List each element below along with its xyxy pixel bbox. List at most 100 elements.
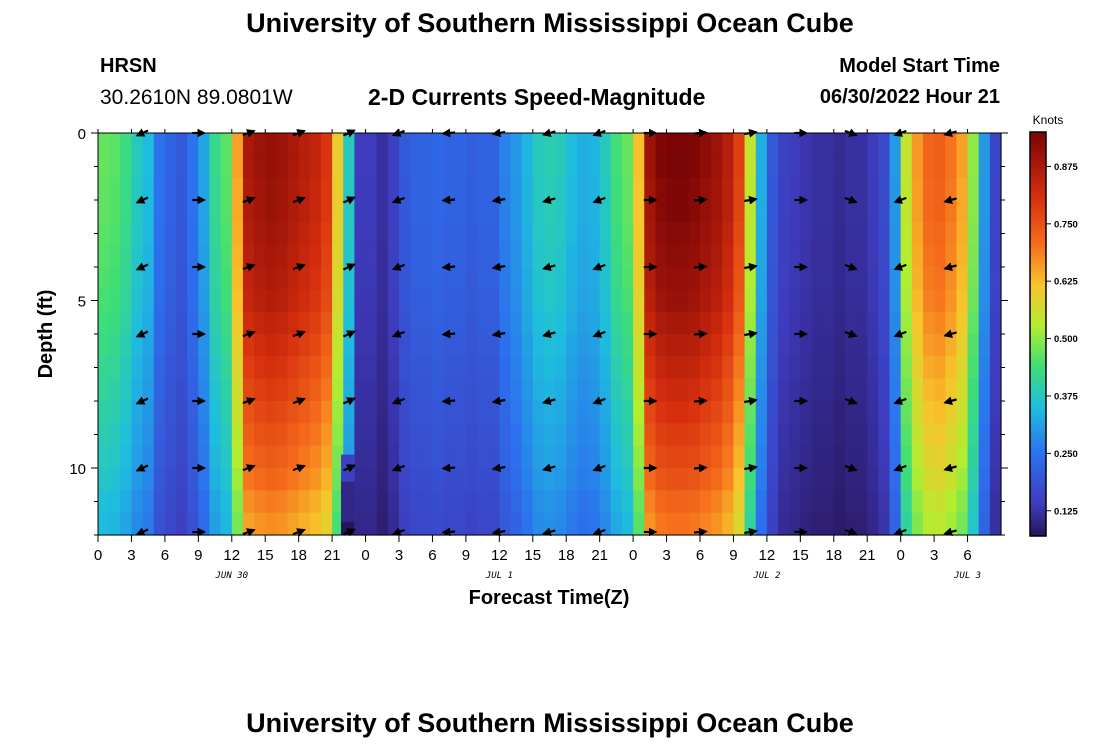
heatmap-cell [98, 222, 110, 246]
heatmap-cell [555, 244, 567, 268]
heatmap-cell [677, 267, 690, 290]
heatmap-cell [666, 289, 679, 313]
heatmap-cell [766, 267, 779, 290]
heatmap-cell [332, 512, 344, 536]
heatmap-cell [421, 334, 434, 357]
heatmap-cell [164, 468, 177, 491]
heatmap-cell [688, 177, 701, 201]
heatmap-cell [510, 378, 523, 402]
heatmap-cell [142, 423, 155, 447]
heatmap-cell [755, 468, 768, 491]
heatmap-cell [309, 267, 322, 290]
heatmap-cell [621, 378, 634, 402]
current-vector-arrow [441, 329, 456, 339]
heatmap-cell [242, 244, 255, 268]
heatmap-cell [755, 401, 768, 424]
heatmap-cell [120, 512, 133, 536]
heatmap-cell [142, 378, 155, 402]
heatmap-cell [510, 401, 523, 424]
heatmap-cell [577, 401, 590, 424]
heatmap-cell [220, 490, 233, 514]
heatmap-cell [978, 423, 991, 447]
heatmap-cell [276, 512, 289, 536]
heatmap-cell [298, 200, 311, 223]
current-vector-arrow [693, 527, 708, 537]
heatmap-cell [131, 155, 144, 179]
heatmap-cell [677, 155, 690, 179]
heatmap-cell [621, 267, 634, 290]
heatmap-cell [231, 334, 244, 357]
heatmap-cell [688, 423, 701, 447]
heatmap-cell [153, 334, 166, 357]
heatmap-cell [477, 490, 489, 514]
heatmap-cell [555, 200, 567, 223]
heatmap-cell [856, 378, 868, 402]
heatmap-cell [109, 289, 121, 313]
heatmap-cell [621, 244, 634, 268]
heatmap-cell [644, 423, 657, 447]
heatmap-cell [789, 490, 801, 514]
current-vector-arrow [292, 263, 306, 272]
heatmap-cell [778, 468, 790, 491]
heatmap-cell [956, 356, 969, 380]
heatmap-cell [343, 267, 356, 290]
heatmap-cell [878, 378, 891, 402]
heatmap-cell [889, 445, 902, 469]
heatmap-cell [922, 490, 935, 514]
heatmap-cell [432, 267, 445, 290]
heatmap-cell [98, 334, 110, 357]
heatmap-cell [131, 468, 144, 491]
heatmap-cell [644, 222, 657, 246]
heatmap-cell [789, 267, 801, 290]
heatmap-cell [376, 423, 389, 447]
current-vector-arrow [943, 262, 957, 271]
heatmap-cell [265, 401, 277, 424]
heatmap-cell [488, 401, 500, 424]
heatmap-cell [633, 512, 645, 536]
heatmap-cell [521, 378, 534, 402]
heatmap-cell [276, 401, 289, 424]
heatmap-cell [120, 200, 133, 223]
heatmap-cell [945, 334, 958, 357]
heatmap-cell [265, 244, 277, 268]
heatmap-cell [477, 244, 489, 268]
heatmap-cell [532, 401, 545, 424]
heatmap-cell [365, 490, 378, 514]
heatmap-cell [833, 267, 846, 290]
heatmap-cell [131, 512, 144, 536]
heatmap-cell [98, 177, 110, 201]
heatmap-cell [989, 267, 1002, 290]
heatmap-cell [298, 334, 311, 357]
heatmap-cell [700, 200, 712, 223]
heatmap-cell [577, 423, 590, 447]
heatmap-cell [309, 311, 322, 335]
x-tick-label: 18 [825, 547, 842, 564]
heatmap-cell [610, 401, 623, 424]
heatmap-cell [722, 311, 735, 335]
heatmap-cell [488, 445, 500, 469]
heatmap-cell [711, 200, 723, 223]
heatmap-cell [421, 445, 434, 469]
heatmap-cell [432, 468, 445, 491]
heatmap-cell [633, 244, 645, 268]
heatmap-cell [131, 490, 144, 514]
heatmap-cell [967, 133, 980, 156]
heatmap-cell [365, 289, 378, 313]
heatmap-cell [465, 468, 478, 491]
heatmap-cell [711, 401, 723, 424]
current-vector-arrow [744, 463, 758, 473]
heatmap-cell [488, 133, 500, 156]
heatmap-cell [744, 378, 757, 402]
heatmap-cell [978, 334, 991, 357]
heatmap-cell [109, 445, 121, 469]
heatmap-cell [477, 311, 489, 335]
heatmap-cell [789, 445, 801, 469]
heatmap-cell [341, 481, 355, 522]
heatmap-cell [176, 490, 188, 514]
current-vector-arrow [135, 396, 149, 405]
heatmap-cell [822, 155, 835, 179]
heatmap-cell [978, 133, 991, 156]
heatmap-cell [142, 311, 155, 335]
heatmap-cell [220, 445, 233, 469]
heatmap-cell [566, 445, 578, 469]
